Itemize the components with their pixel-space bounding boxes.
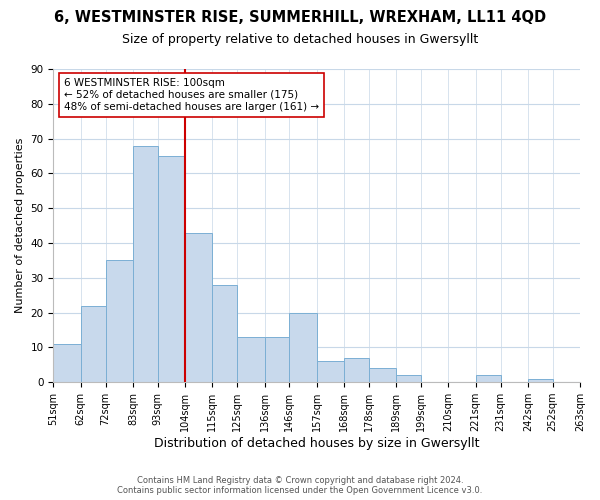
Text: Contains HM Land Registry data © Crown copyright and database right 2024.
Contai: Contains HM Land Registry data © Crown c… bbox=[118, 476, 482, 495]
Bar bbox=[369, 368, 396, 382]
Text: 6 WESTMINSTER RISE: 100sqm
← 52% of detached houses are smaller (175)
48% of sem: 6 WESTMINSTER RISE: 100sqm ← 52% of deta… bbox=[64, 78, 319, 112]
Bar bbox=[81, 306, 106, 382]
Bar bbox=[106, 260, 133, 382]
Bar bbox=[185, 232, 212, 382]
Y-axis label: Number of detached properties: Number of detached properties bbox=[15, 138, 25, 314]
Bar bbox=[528, 378, 553, 382]
Bar bbox=[158, 156, 185, 382]
Bar bbox=[317, 362, 344, 382]
X-axis label: Distribution of detached houses by size in Gwersyllt: Distribution of detached houses by size … bbox=[154, 437, 479, 450]
Bar bbox=[344, 358, 369, 382]
Bar bbox=[396, 376, 421, 382]
Bar bbox=[476, 376, 500, 382]
Bar bbox=[265, 337, 289, 382]
Bar bbox=[289, 312, 317, 382]
Text: 6, WESTMINSTER RISE, SUMMERHILL, WREXHAM, LL11 4QD: 6, WESTMINSTER RISE, SUMMERHILL, WREXHAM… bbox=[54, 10, 546, 25]
Bar bbox=[133, 146, 158, 382]
Bar bbox=[580, 378, 600, 382]
Bar bbox=[53, 344, 81, 382]
Bar bbox=[237, 337, 265, 382]
Bar bbox=[212, 285, 237, 382]
Text: Size of property relative to detached houses in Gwersyllt: Size of property relative to detached ho… bbox=[122, 32, 478, 46]
